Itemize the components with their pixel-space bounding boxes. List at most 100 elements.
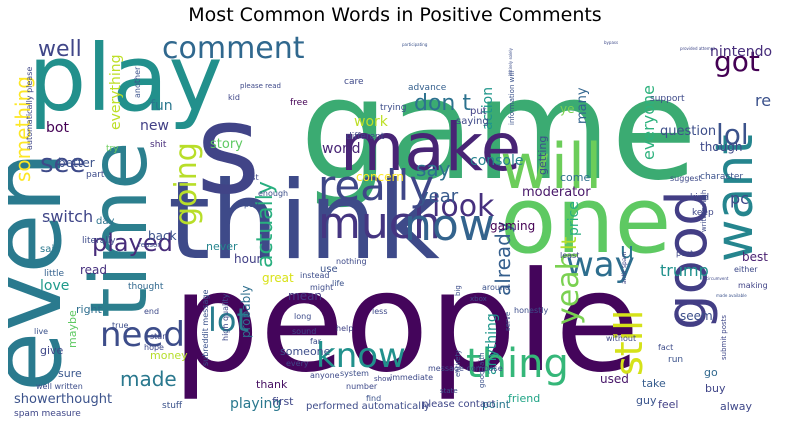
word-shit: shit [150,140,167,150]
word-keep: keep [692,208,714,218]
word-show: show [374,375,392,383]
word-suggest: suggest [670,174,702,183]
word-console: console [470,153,524,169]
word-much: much [318,198,441,249]
word-re: re [755,91,771,110]
word-made: made [120,367,177,391]
word-character: character [700,172,743,182]
word-different: different [346,132,385,142]
word-though: though [700,140,742,154]
word-still: still [607,310,651,376]
word-see: see [40,149,86,179]
word-everyone: everyone [639,85,658,160]
word-might: might [310,283,333,292]
word-serve: serve [504,312,512,331]
word-support: support [650,94,685,104]
word-story: story [210,137,243,152]
word-please-read: please read [240,82,281,90]
word-find: find [366,394,381,403]
word-go: go [704,366,718,379]
word-lol: lol [716,118,749,151]
word-everything: everything [108,54,124,130]
word-free: free [290,98,308,108]
word-live: live [34,327,48,336]
word-antir-spam: antir spam [621,252,628,284]
word-post: post [676,249,693,258]
word-probably: probably [239,285,253,338]
word-even: even [8,151,84,392]
word-life: life [332,279,344,288]
word-little: little [44,269,65,279]
word-true: true [112,321,128,330]
word-without: without [606,334,636,343]
word-state: state [440,387,458,395]
word-thing: thing [466,341,569,387]
word-actually: actually [253,181,278,268]
word-price: price [566,201,582,236]
word-gaming: gaming [490,219,535,233]
word-bypass: bypass [604,40,618,45]
word-guy: guy [636,394,657,407]
word-nothing: nothing [336,257,367,266]
word-xbox: xbox [470,295,487,303]
word-already: already [491,221,515,296]
word-money: money [150,349,188,362]
word-literally: literally [82,236,116,246]
word-sound: sound [292,327,316,336]
word-anyone: anyone [310,371,340,380]
word-question: question [660,124,716,139]
word-performed-automatically: performed automatically [306,401,430,412]
word-well-written: well written [36,382,83,391]
word-least: least [560,251,579,260]
word-new: new [140,118,169,134]
word-number: number [346,382,378,391]
word-now: now [404,200,495,251]
word-fact: fact [658,343,673,352]
word-many: many [575,87,590,124]
chart-title: Most Common Words in Positive Comments [188,4,602,26]
word-one: one [500,167,671,274]
word-come: come [560,171,590,184]
word-make: make [340,109,521,186]
word-buy: buy [705,382,726,395]
word-want: want [705,134,765,262]
word-well: well [38,37,82,62]
word-less: less [372,307,387,316]
word-information-will: information will [508,71,516,125]
word-know: know [316,336,406,376]
word-comment: comment [162,36,305,66]
word-read: read [80,263,107,277]
word-making: making [738,281,768,290]
word-trying: trying [380,103,406,113]
word-u: u [620,239,634,264]
word-big: big [454,285,462,296]
word-best: best [742,250,768,264]
word-cost: cost [242,173,259,182]
word-automatically-please: automatically please [25,67,34,150]
word-friend: friend [508,392,540,405]
word-said: said [40,244,60,255]
word-anything: anything [484,313,500,375]
word-alway: alway [720,400,753,413]
word-entirely-solely: entirely solely [508,47,513,76]
word-point: point [482,398,511,411]
word-sure: sure [58,367,82,380]
word-far: far [310,337,322,346]
word-something: something [11,76,35,182]
word-trump: trump [660,261,709,280]
word-say: say [416,157,451,181]
word-care: care [344,77,364,87]
word-made-available: made available [716,293,747,298]
word-another: another [133,66,142,98]
word-thought: thought [128,282,164,292]
word-going: going [169,142,204,226]
word-lot: lot [208,301,249,339]
word-system: system [340,369,369,378]
word-playing: playing [230,396,281,412]
word-spam-measure: spam measure [14,409,81,419]
word-thank: thank [256,378,288,391]
word-end: end [144,307,159,316]
word-instead: instead [300,271,330,280]
word-seem: seem [680,309,713,323]
word-honestly: honestly [514,306,548,315]
